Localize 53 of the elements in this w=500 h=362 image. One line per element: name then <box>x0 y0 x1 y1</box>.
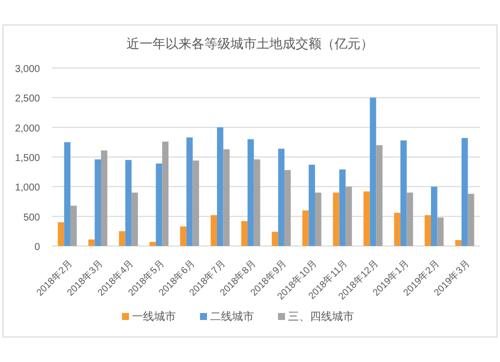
legend-label: 一线城市 <box>132 310 176 323</box>
y-tick-label: 1,000 <box>14 182 40 194</box>
bar <box>339 169 346 246</box>
bar <box>332 192 340 246</box>
bar <box>437 218 444 246</box>
y-tick-label: 3,000 <box>14 64 40 75</box>
bar <box>346 186 352 246</box>
bar <box>455 240 462 246</box>
bar <box>118 231 126 246</box>
bar <box>192 160 200 246</box>
y-tick-label: 1,500 <box>14 153 40 164</box>
bar <box>370 98 376 246</box>
bar <box>284 170 291 246</box>
bar <box>468 194 474 246</box>
legend-label: 三、四线城市 <box>288 310 354 323</box>
bar <box>308 164 316 246</box>
bar <box>156 164 162 246</box>
bar <box>210 215 217 246</box>
chart-title: 近一年以来各等级城市土地成交额（亿元） <box>126 36 374 52</box>
bar <box>302 210 309 246</box>
y-tick-label: 0 <box>34 242 40 253</box>
bar <box>132 192 138 246</box>
bar <box>241 221 248 246</box>
bar <box>150 242 156 246</box>
bar <box>70 206 77 246</box>
bar <box>216 127 224 246</box>
bar <box>248 139 254 246</box>
legend-label: 二线城市 <box>210 310 254 323</box>
bar <box>162 142 168 246</box>
bar <box>88 239 95 246</box>
bar <box>125 160 132 246</box>
bar <box>64 142 70 246</box>
bar <box>400 140 407 246</box>
bar <box>364 191 370 246</box>
bar <box>462 138 468 246</box>
bar <box>186 137 193 246</box>
bar <box>315 192 322 246</box>
bar <box>406 192 414 246</box>
bar <box>424 215 431 246</box>
bar <box>254 159 260 246</box>
bar <box>278 148 284 246</box>
y-tick-label: 2,000 <box>14 123 40 134</box>
bar <box>94 159 102 246</box>
y-tick-label: 500 <box>23 212 40 224</box>
bar <box>376 145 382 246</box>
bar <box>180 226 186 246</box>
bar <box>430 186 438 246</box>
bar <box>394 212 400 246</box>
bar <box>223 149 230 246</box>
bar <box>58 222 64 246</box>
y-tick-label: 2,500 <box>14 94 40 105</box>
bar <box>101 150 108 246</box>
bar <box>272 232 278 246</box>
